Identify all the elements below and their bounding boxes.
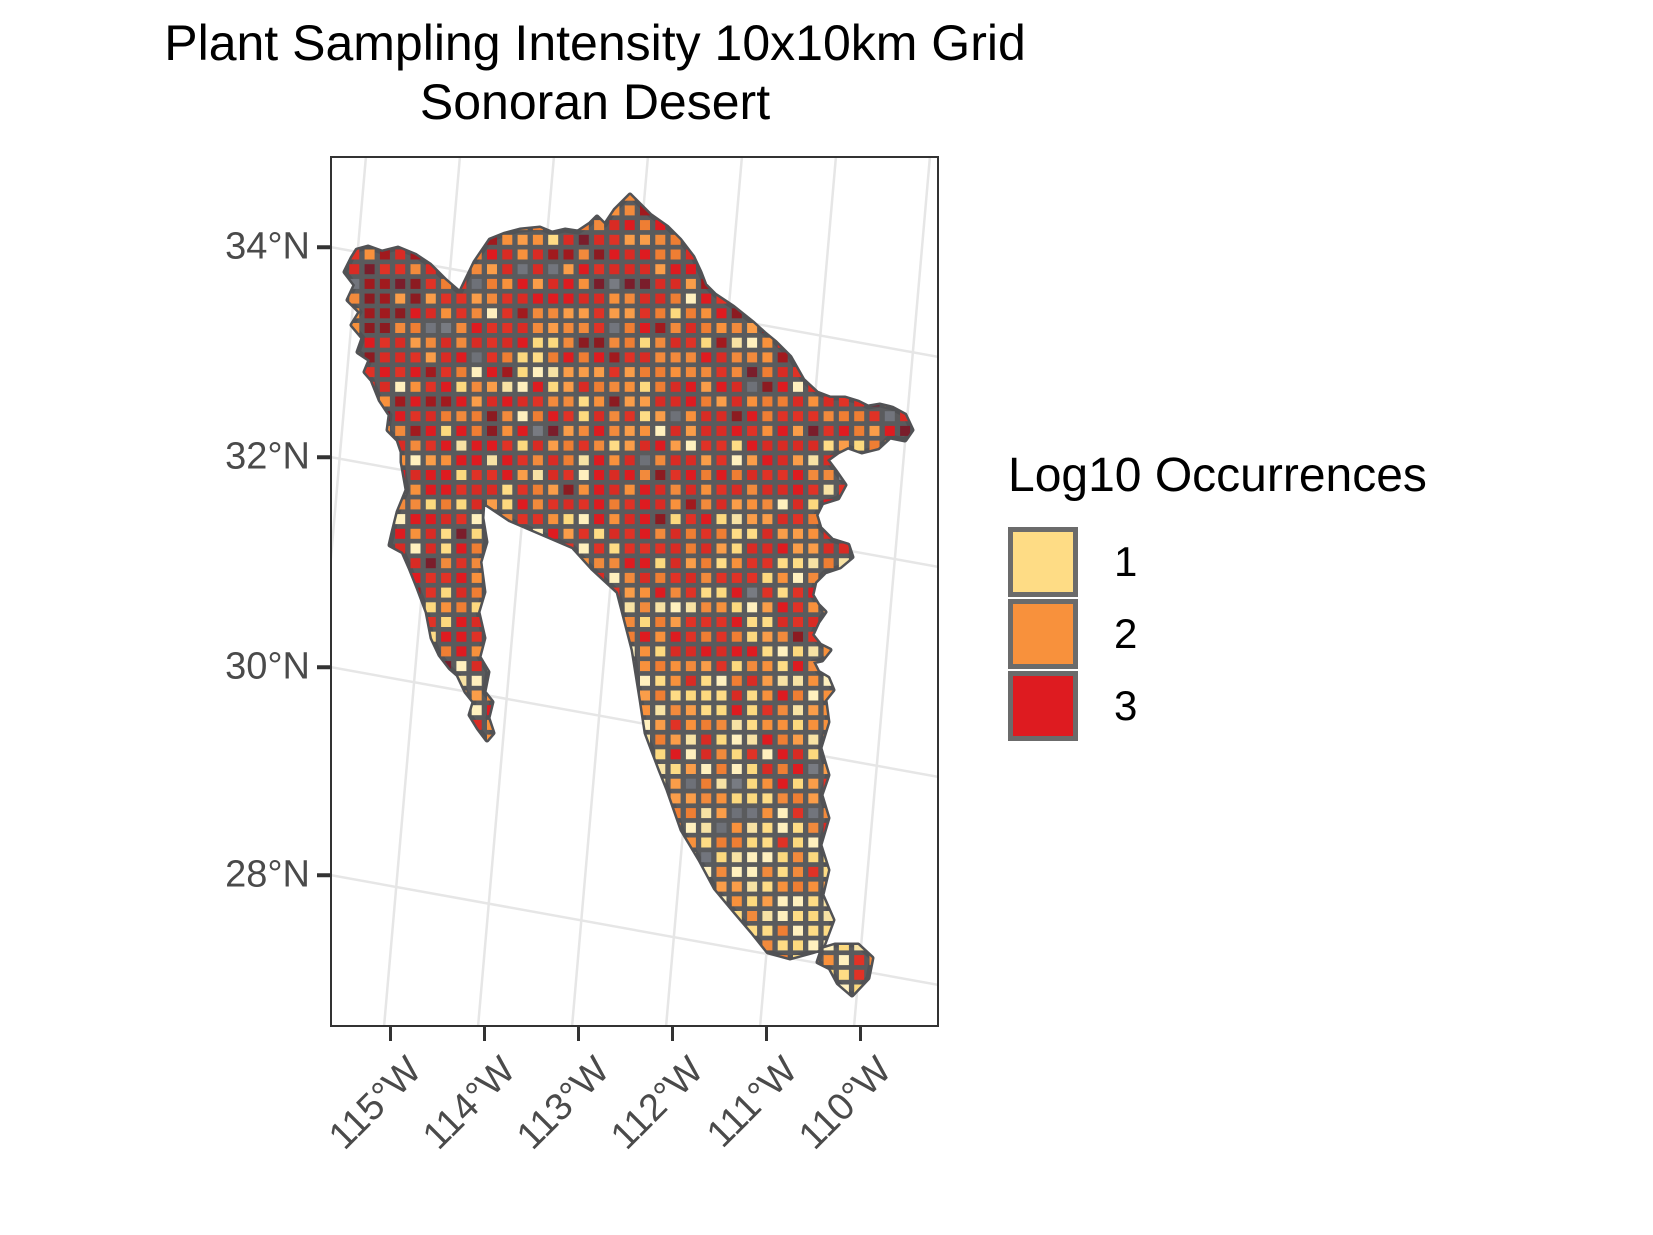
y-tick-label-3: 28°N: [225, 853, 310, 896]
y-tick-label-0: 34°N: [225, 225, 310, 268]
x-tick-mark-0: [388, 1027, 392, 1041]
legend-item-1: 1: [1008, 527, 1427, 597]
map-panel: [330, 156, 939, 1027]
legend-item-2: 2: [1008, 599, 1427, 669]
plot-title-line2: Sonoran Desert: [419, 74, 771, 130]
x-tick-mark-5: [858, 1027, 862, 1041]
y-tick-label-2: 30°N: [225, 645, 310, 688]
y-tick-label-1: 32°N: [225, 435, 310, 478]
y-tick-mark-3: [317, 873, 330, 877]
x-tick-mark-4: [764, 1027, 768, 1041]
plot-title: Plant Sampling Intensity 10x10km Grid So…: [140, 14, 1050, 132]
legend: Log10 Occurrences 1 2 3: [1008, 448, 1427, 743]
x-tick-mark-3: [670, 1027, 674, 1041]
legend-title: Log10 Occurrences: [1008, 449, 1427, 502]
y-tick-mark-2: [317, 665, 330, 669]
plot-title-line1: Plant Sampling Intensity 10x10km Grid: [164, 15, 1026, 71]
legend-label-2: 2: [1114, 610, 1138, 657]
legend-label-1: 1: [1114, 538, 1138, 585]
legend-item-3: 3: [1008, 671, 1427, 741]
x-tick-mark-2: [576, 1027, 580, 1041]
legend-label-3: 3: [1114, 682, 1138, 729]
y-tick-mark-1: [317, 455, 330, 459]
legend-items: 1 2 3: [1008, 527, 1427, 741]
legend-swatch-1: [1008, 527, 1078, 597]
legend-swatch-3: [1008, 671, 1078, 741]
sonoran-desert-map: [330, 156, 939, 1027]
x-tick-mark-1: [482, 1027, 486, 1041]
legend-swatch-2: [1008, 599, 1078, 669]
y-tick-mark-0: [317, 245, 330, 249]
plot-canvas: { "title": { "line1": "Plant Sampling In…: [140, 14, 1427, 1158]
